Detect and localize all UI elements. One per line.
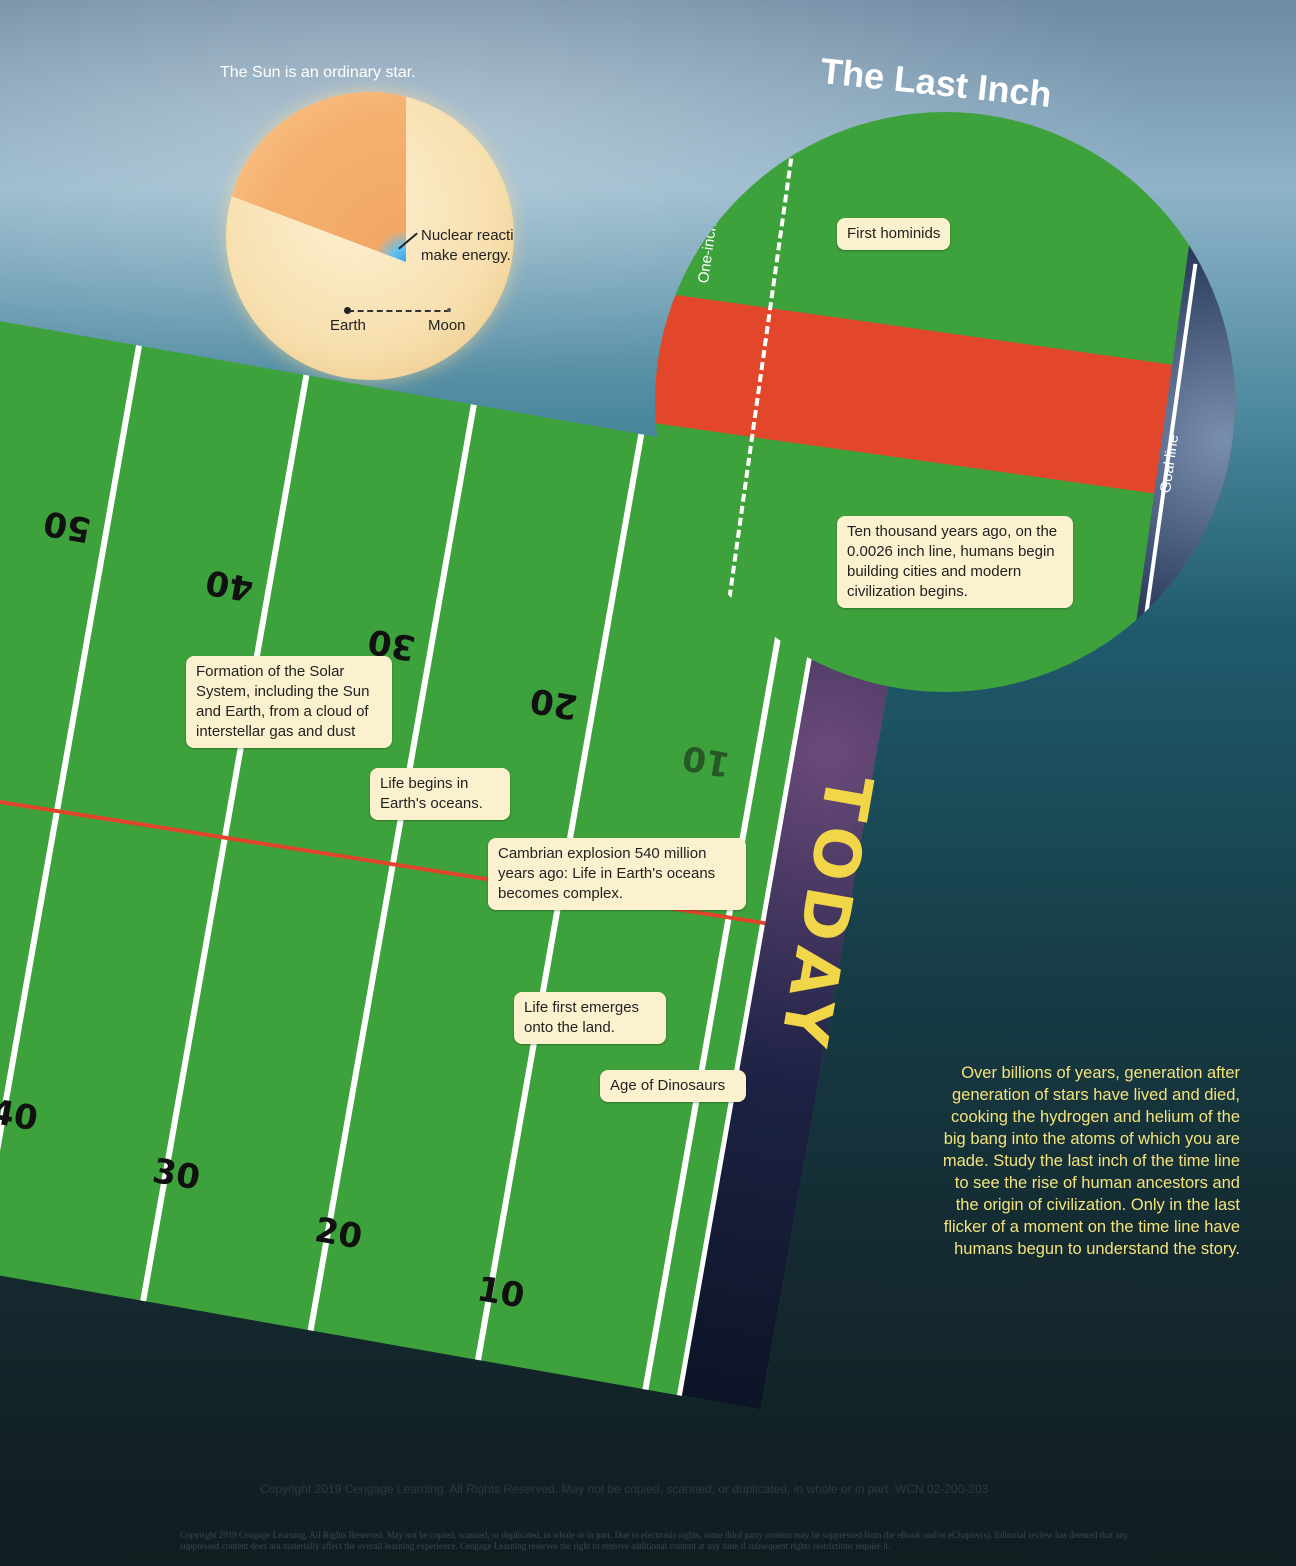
yard-number-30-bottom: 30 xyxy=(149,1150,204,1199)
sun-core-cutaway xyxy=(226,92,406,262)
sun-caption: The Sun is an ordinary star. xyxy=(220,64,416,81)
last-inch-red-band xyxy=(655,292,1235,508)
yard-number-50: 50 xyxy=(40,502,95,550)
callout-life-begins: Life begins in Earth's oceans. xyxy=(370,768,510,820)
earth-label: Earth xyxy=(330,317,366,334)
yard-number-20-bottom: 20 xyxy=(311,1209,366,1258)
last-inch-magnifier: One-inch line Goal line First hominids T… xyxy=(655,112,1235,692)
moon-label: Moon xyxy=(428,317,466,334)
yard-number-40-bottom: 40 xyxy=(0,1091,41,1140)
sun-illustration: Nuclear reactions make energy. Earth Moo… xyxy=(226,92,514,380)
copyright-notice: Copyright 2019 Cengage Learning. All Rig… xyxy=(180,1530,1129,1551)
callout-cambrian: Cambrian explosion 540 million years ago… xyxy=(488,838,746,910)
side-description: Over billions of years, generation after… xyxy=(942,1064,1240,1258)
earth-dot xyxy=(344,307,351,314)
earth-moon-distance xyxy=(348,310,450,312)
nuclear-label: Nuclear reactions make energy. xyxy=(421,227,514,264)
callout-dinosaurs: Age of Dinosaurs xyxy=(600,1070,746,1102)
copyright-line: Copyright 2019 Cengage Learning. All Rig… xyxy=(260,1482,989,1496)
callout-land: Life first emerges onto the land. xyxy=(514,992,666,1044)
yard-number-20: 20 xyxy=(527,679,581,727)
callout-first-hominids: First hominids xyxy=(837,218,951,250)
yard-number-40: 40 xyxy=(202,561,257,609)
yard-number-10: 10 xyxy=(679,736,734,785)
callout-formation: Formation of the Solar System, including… xyxy=(186,656,392,748)
yard-number-10-bottom: 10 xyxy=(473,1269,528,1317)
moon-dot xyxy=(447,308,451,312)
callout-ten-thousand: Ten thousand years ago, on the 0.0026 in… xyxy=(837,516,1073,608)
